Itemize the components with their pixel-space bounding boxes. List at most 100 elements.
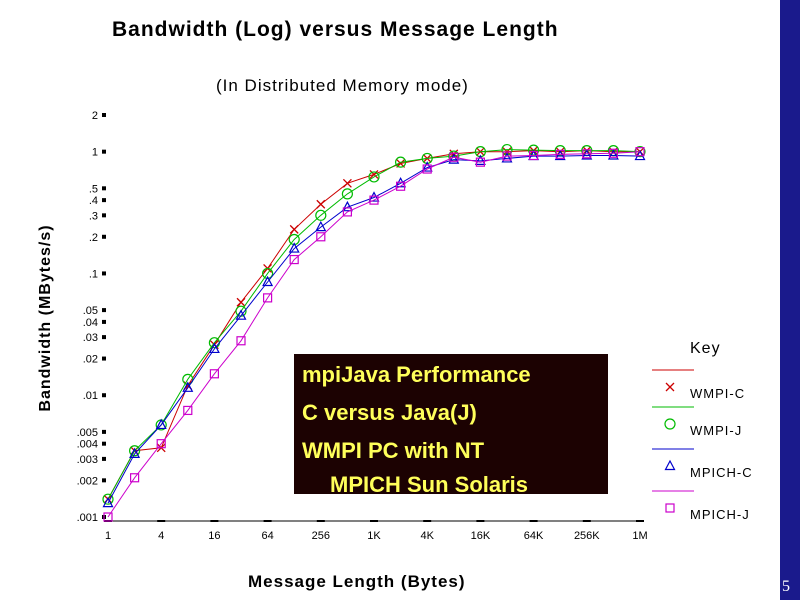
y-tick — [102, 356, 106, 361]
data-point-mpich-c — [554, 149, 566, 161]
y-tick-label: .02 — [83, 354, 98, 366]
y-tick-label: .004 — [77, 439, 98, 451]
data-point-mpich-c — [448, 153, 460, 164]
data-point-mpich-c — [607, 149, 619, 160]
side-bar — [780, 0, 800, 600]
x-axis-label: Message Length (Bytes) — [248, 572, 466, 591]
data-point-mpich-c — [182, 381, 194, 392]
data-point-wmpi-c — [342, 178, 352, 188]
data-point-mpich-j — [130, 473, 140, 483]
data-point-mpich-j — [396, 181, 406, 191]
page-number: 5 — [782, 578, 790, 595]
y-tick — [102, 113, 106, 117]
x-tick-label: 1 — [105, 530, 111, 542]
y-tick — [102, 271, 106, 276]
x-tick-label: 4 — [158, 530, 164, 542]
x-tick-label: 4K — [420, 530, 434, 542]
y-tick-label: .4 — [89, 195, 98, 207]
data-point-mpich-j — [449, 152, 459, 162]
y-tick — [102, 335, 106, 340]
y-tick-label: .04 — [83, 317, 98, 329]
data-point-mpich-j — [555, 149, 565, 159]
y-tick — [102, 149, 106, 154]
data-point-mpich-c — [235, 309, 247, 320]
data-point-mpich-j — [236, 336, 246, 346]
legend-label-wmpi-c: WMPI-C — [690, 386, 745, 401]
data-point-mpich-j — [635, 147, 645, 157]
data-point-mpich-j — [475, 157, 485, 167]
data-point-mpich-j — [316, 232, 326, 242]
data-point-mpich-c — [315, 220, 327, 232]
y-tick — [102, 198, 106, 203]
data-point-mpich-j — [289, 254, 299, 265]
data-point-mpich-c — [368, 191, 380, 202]
data-point-mpich-j — [209, 369, 219, 379]
data-point-wmpi-j — [368, 171, 380, 183]
y-tick-label: .2 — [89, 232, 98, 244]
y-tick-label: .03 — [83, 332, 98, 344]
chart-title: Bandwidth (Log) versus Message Length — [112, 18, 559, 41]
data-point-mpich-c — [208, 342, 220, 354]
data-point-wmpi-j — [315, 209, 327, 221]
x-tick-label: 256K — [574, 530, 600, 542]
data-point-wmpi-j — [129, 445, 141, 457]
data-point-mpich-j — [582, 149, 592, 159]
y-tick — [102, 234, 106, 239]
legend-title: Key — [690, 340, 721, 357]
data-point-mpich-j — [528, 150, 539, 161]
y-tick-label: 1 — [92, 147, 98, 159]
data-point-mpich-c — [421, 161, 433, 172]
legend-label-wmpi-j: WMPI-J — [690, 423, 742, 438]
y-tick — [102, 308, 106, 313]
annotation-line-4: MPICH Sun Solaris — [330, 472, 529, 497]
data-point-mpich-j — [103, 512, 113, 522]
y-tick-label: .5 — [89, 183, 98, 195]
annotation-box — [294, 354, 608, 494]
data-point-mpich-j — [369, 195, 379, 205]
data-point-mpich-j — [608, 148, 619, 158]
y-tick-label: .001 — [77, 512, 98, 524]
data-point-mpich-j — [183, 405, 193, 416]
data-point-mpich-j — [342, 207, 352, 217]
data-point-mpich-c — [102, 496, 114, 508]
y-tick-label: .3 — [89, 210, 98, 222]
y-tick — [102, 429, 106, 434]
legend-marker-mpich-j — [665, 503, 675, 513]
y-tick — [102, 478, 106, 483]
data-point-wmpi-j — [182, 373, 194, 385]
legend-marker-mpich-c — [664, 459, 676, 471]
data-point-wmpi-j — [395, 156, 407, 168]
y-tick — [102, 441, 106, 446]
data-point-mpich-j — [502, 151, 512, 161]
data-point-mpich-c — [341, 200, 353, 212]
data-point-mpich-c — [288, 242, 300, 253]
y-tick — [102, 456, 106, 461]
series-line-wmpi-j — [107, 149, 641, 500]
data-point-mpich-j — [156, 439, 166, 449]
x-tick-label: 16 — [208, 530, 220, 542]
annotation-line-3: WMPI PC with NT — [302, 438, 485, 463]
x-tick-label: 64 — [261, 530, 273, 542]
data-point-wmpi-c — [236, 297, 246, 307]
legend-label-mpich-c: MPICH-C — [690, 465, 753, 480]
y-tick — [102, 319, 106, 324]
y-tick-label: .003 — [77, 454, 98, 466]
y-tick-label: .002 — [77, 475, 98, 487]
data-point-mpich-c — [155, 418, 167, 430]
y-tick-label: .05 — [83, 305, 98, 317]
x-tick-label: 64K — [524, 530, 544, 542]
x-tick-label: 1K — [367, 530, 381, 542]
y-tick — [102, 213, 106, 218]
data-point-mpich-c — [262, 275, 274, 287]
y-tick — [102, 393, 106, 398]
data-point-mpich-c — [129, 447, 141, 458]
series-line-mpich-c — [107, 155, 641, 504]
data-point-wmpi-c — [369, 169, 379, 179]
data-point-mpich-j — [263, 293, 273, 303]
data-point-wmpi-c — [316, 199, 326, 209]
legend-label-mpich-j: MPICH-J — [690, 507, 750, 522]
series-line-mpich-j — [107, 151, 641, 518]
data-point-mpich-c — [501, 152, 513, 163]
legend-marker-wmpi-c — [665, 382, 675, 392]
chart-subtitle: (In Distributed Memory mode) — [216, 76, 469, 95]
